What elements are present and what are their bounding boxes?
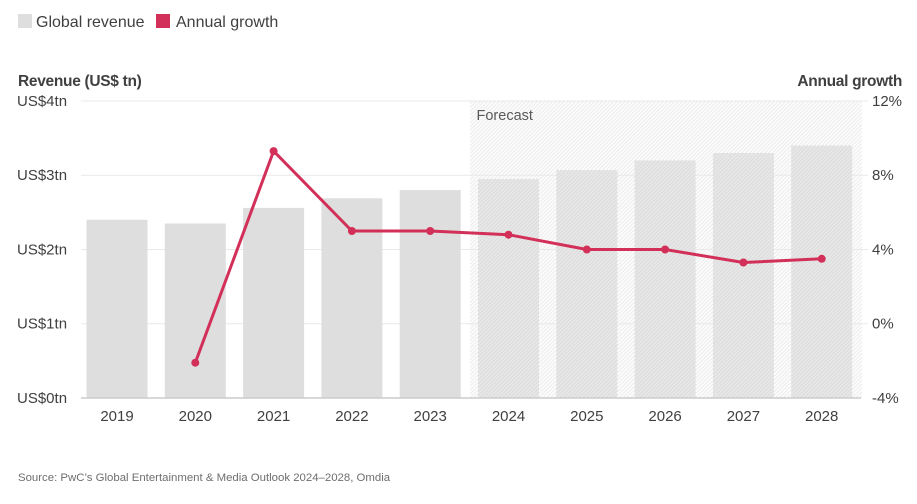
svg-text:2028: 2028 — [805, 408, 838, 425]
svg-text:US$4tn: US$4tn — [17, 93, 67, 110]
svg-text:US$0tn: US$0tn — [17, 390, 67, 407]
svg-text:Annual growth: Annual growth — [176, 14, 278, 31]
svg-text:12%: 12% — [872, 93, 902, 110]
svg-text:Revenue (US$ tn): Revenue (US$ tn) — [18, 73, 142, 90]
svg-text:US$1tn: US$1tn — [17, 316, 67, 333]
svg-text:2026: 2026 — [648, 408, 681, 425]
svg-text:Annual growth: Annual growth — [797, 73, 902, 90]
svg-text:Global revenue: Global revenue — [36, 14, 145, 31]
svg-text:2022: 2022 — [335, 408, 368, 425]
svg-text:2021: 2021 — [257, 408, 290, 425]
svg-text:2020: 2020 — [179, 408, 212, 425]
svg-text:2023: 2023 — [414, 408, 447, 425]
svg-text:US$2tn: US$2tn — [17, 242, 67, 259]
svg-text:8%: 8% — [872, 167, 894, 184]
svg-text:2027: 2027 — [727, 408, 760, 425]
svg-text:2025: 2025 — [570, 408, 603, 425]
svg-text:-4%: -4% — [872, 390, 899, 407]
svg-text:Forecast: Forecast — [477, 108, 533, 124]
svg-text:Source: PwC’s Global Entertain: Source: PwC’s Global Entertainment & Med… — [18, 472, 391, 484]
svg-text:2019: 2019 — [100, 408, 133, 425]
svg-text:2024: 2024 — [492, 408, 525, 425]
svg-text:0%: 0% — [872, 316, 894, 333]
svg-text:US$3tn: US$3tn — [17, 167, 67, 184]
svg-text:4%: 4% — [872, 242, 894, 259]
